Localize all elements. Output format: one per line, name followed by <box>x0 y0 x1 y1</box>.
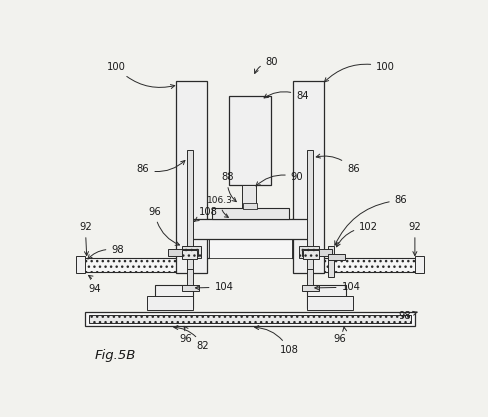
Text: 80: 80 <box>255 57 278 73</box>
Bar <box>187 269 193 289</box>
Bar <box>212 208 289 219</box>
Bar <box>303 258 423 272</box>
Bar <box>78 258 197 272</box>
Text: 104: 104 <box>315 282 361 292</box>
Text: 86: 86 <box>137 161 185 174</box>
Bar <box>189 219 311 239</box>
Bar <box>228 96 271 185</box>
Text: 102: 102 <box>337 222 378 247</box>
Text: 104: 104 <box>195 282 233 292</box>
Bar <box>243 203 257 209</box>
Text: 100: 100 <box>325 62 395 82</box>
Bar <box>182 246 201 258</box>
Bar <box>307 269 313 289</box>
Bar <box>189 219 208 258</box>
Bar <box>292 219 311 258</box>
Text: 92: 92 <box>408 222 421 256</box>
Bar <box>76 256 85 273</box>
Bar <box>208 239 292 258</box>
Text: 92: 92 <box>79 222 92 256</box>
Bar <box>182 250 197 259</box>
Text: 108: 108 <box>255 326 299 355</box>
Text: 106.3: 106.3 <box>207 196 233 217</box>
Bar <box>243 185 256 208</box>
Bar <box>293 81 324 273</box>
Bar <box>328 246 334 277</box>
Bar <box>303 285 320 291</box>
Text: 86: 86 <box>316 154 360 174</box>
Text: 96: 96 <box>148 207 180 245</box>
Bar <box>307 150 313 273</box>
Text: 100: 100 <box>107 62 175 88</box>
Bar <box>303 250 319 259</box>
Bar <box>307 285 346 308</box>
Bar <box>147 296 193 310</box>
Bar <box>299 246 319 258</box>
Bar <box>155 285 193 308</box>
Bar <box>176 81 207 273</box>
Text: 86: 86 <box>335 195 407 245</box>
Text: Fig.5B: Fig.5B <box>95 349 136 362</box>
Bar <box>182 285 199 291</box>
Text: 82: 82 <box>174 326 209 352</box>
Bar <box>85 312 415 326</box>
Bar <box>168 249 198 256</box>
Bar <box>328 254 345 260</box>
Bar <box>89 315 411 323</box>
Text: 96: 96 <box>179 327 192 344</box>
Bar <box>307 296 353 310</box>
Text: 84: 84 <box>264 91 309 101</box>
Text: 90: 90 <box>256 172 304 186</box>
Text: 108: 108 <box>195 207 218 221</box>
Text: 94: 94 <box>88 276 101 294</box>
Text: 96: 96 <box>333 327 346 344</box>
Bar <box>303 249 332 256</box>
Text: 88: 88 <box>222 172 236 202</box>
Text: 98: 98 <box>88 245 124 259</box>
Bar <box>187 150 193 273</box>
Text: 98: 98 <box>399 311 417 321</box>
Bar <box>415 256 424 273</box>
